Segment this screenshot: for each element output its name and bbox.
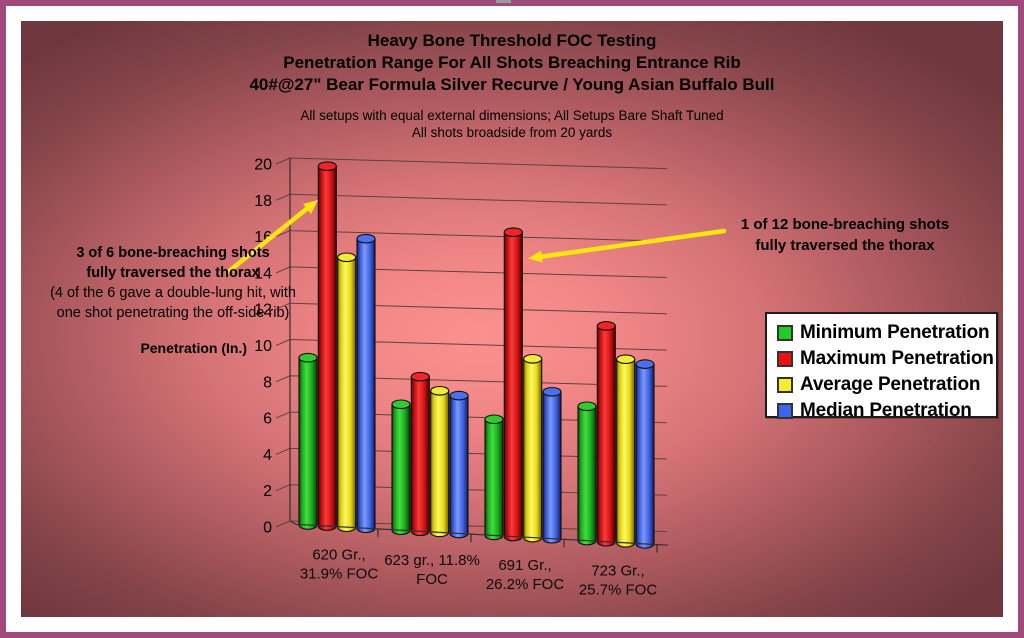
- x-category-label-2: FOC: [416, 571, 448, 588]
- legend-item-maximum-penetration: Maximum Penetration: [777, 346, 996, 372]
- cylinder-median-penetration-group-1: [356, 233, 376, 534]
- annotation-right: 1 of 12 bone-breaching shots fully trave…: [716, 214, 974, 256]
- cylinder-minimum-penetration-group-1: [298, 352, 318, 530]
- cylinder-minimum-penetration-group-4: [577, 401, 597, 546]
- cylinder-maximum-penetration-group-2: [410, 371, 430, 537]
- annotation-right-line2: fully traversed the thorax: [755, 237, 935, 254]
- legend-label: Average Penetration: [800, 374, 981, 395]
- legend-label: Maximum Penetration: [800, 348, 994, 369]
- chart-subtitle-line2: All shots broadside from 20 yards: [411, 125, 613, 140]
- cylinder-average-penetration-group-3: [523, 353, 543, 543]
- chart-title-line1: Heavy Bone Threshold FOC Testing: [367, 31, 657, 50]
- x-category-label-1: 620 Gr.,: [312, 547, 365, 564]
- legend-swatch-median-penetration: [777, 403, 793, 419]
- x-category-label-3: 691 Gr.,: [498, 557, 551, 574]
- y-tick-label: 4: [263, 447, 272, 464]
- legend-swatch-maximum-penetration: [777, 351, 793, 367]
- chart-title-line3: 40#@27" Bear Formula Silver Recurve / Yo…: [249, 75, 775, 94]
- annotation-left: 3 of 6 bone-breaching shots fully traver…: [12, 243, 334, 323]
- cylinder-maximum-penetration-group-4: [596, 321, 616, 547]
- chart-title-line2: Penetration Range For All Shots Breachin…: [283, 53, 741, 72]
- annotation-left-bold-line2: fully traversed the thorax: [86, 265, 260, 281]
- x-category-label-4: 25.7% FOC: [579, 581, 658, 598]
- y-axis-title: Penetration (In.): [140, 340, 247, 356]
- legend-swatch-minimum-penetration: [777, 325, 793, 341]
- cylinder-median-penetration-group-4: [635, 359, 655, 549]
- x-category-label-3: 26.2% FOC: [486, 576, 565, 593]
- cylinder-maximum-penetration-group-1: [317, 161, 337, 531]
- x-category-label-4: 723 Gr.,: [591, 562, 644, 579]
- y-tick-label: 0: [263, 520, 272, 537]
- chart-title: Heavy Bone Threshold FOC Testing Penetra…: [0, 30, 1024, 96]
- x-category-label-2: 623 gr., 11.8%: [384, 552, 480, 569]
- annotation-left-normal-line2: one shot penetrating the off-side rib): [56, 305, 290, 321]
- y-tick-label: 18: [254, 193, 272, 210]
- annotation-left-normal-line1: (4 of the 6 gave a double-lung hit, with: [50, 285, 296, 301]
- cylinder-average-penetration-group-2: [430, 385, 450, 538]
- y-tick-label: 2: [263, 483, 272, 500]
- annotation-arrow-right: [528, 228, 727, 263]
- cylinder-average-penetration-group-1: [337, 252, 357, 533]
- legend-item-median-penetration: Median Penetration: [777, 398, 996, 424]
- legend-box: Minimum Penetration Maximum Penetration Av…: [765, 312, 998, 421]
- legend-swatch-average-penetration: [777, 377, 793, 393]
- legend-item-minimum-penetration: Minimum Penetration: [777, 320, 996, 346]
- chart-subtitle: All setups with equal external dimension…: [0, 107, 1024, 141]
- annotation-left-bold-line1: 3 of 6 bone-breaching shots: [76, 245, 270, 261]
- legend-item-average-penetration: Average Penetration: [777, 372, 996, 398]
- legend-label: Median Penetration: [800, 400, 972, 421]
- cylinder-average-penetration-group-4: [616, 354, 636, 548]
- y-tick-label: 12: [254, 302, 272, 319]
- chart-subtitle-line1: All setups with equal external dimension…: [300, 108, 724, 123]
- annotation-arrow-left: [225, 200, 318, 275]
- cylinder-median-penetration-group-3: [542, 386, 562, 544]
- x-axis-line: [289, 520, 669, 546]
- y-tick-label: 20: [254, 157, 272, 174]
- y-tick-label: 14: [254, 265, 272, 282]
- y-tick-label: 10: [254, 338, 272, 355]
- annotation-right-line1: 1 of 12 bone-breaching shots: [740, 216, 950, 233]
- x-category-label-1: 31.9% FOC: [300, 566, 379, 583]
- cylinder-minimum-penetration-group-2: [391, 399, 411, 536]
- page-edge-artifact: [496, 0, 511, 3]
- cylinder-median-penetration-group-2: [449, 390, 469, 539]
- legend-label: Minimum Penetration: [800, 322, 990, 343]
- cylinder-maximum-penetration-group-3: [503, 227, 523, 542]
- y-tick-label: 6: [263, 411, 272, 428]
- y-tick-label: 8: [263, 374, 272, 391]
- cylinder-minimum-penetration-group-3: [484, 414, 504, 541]
